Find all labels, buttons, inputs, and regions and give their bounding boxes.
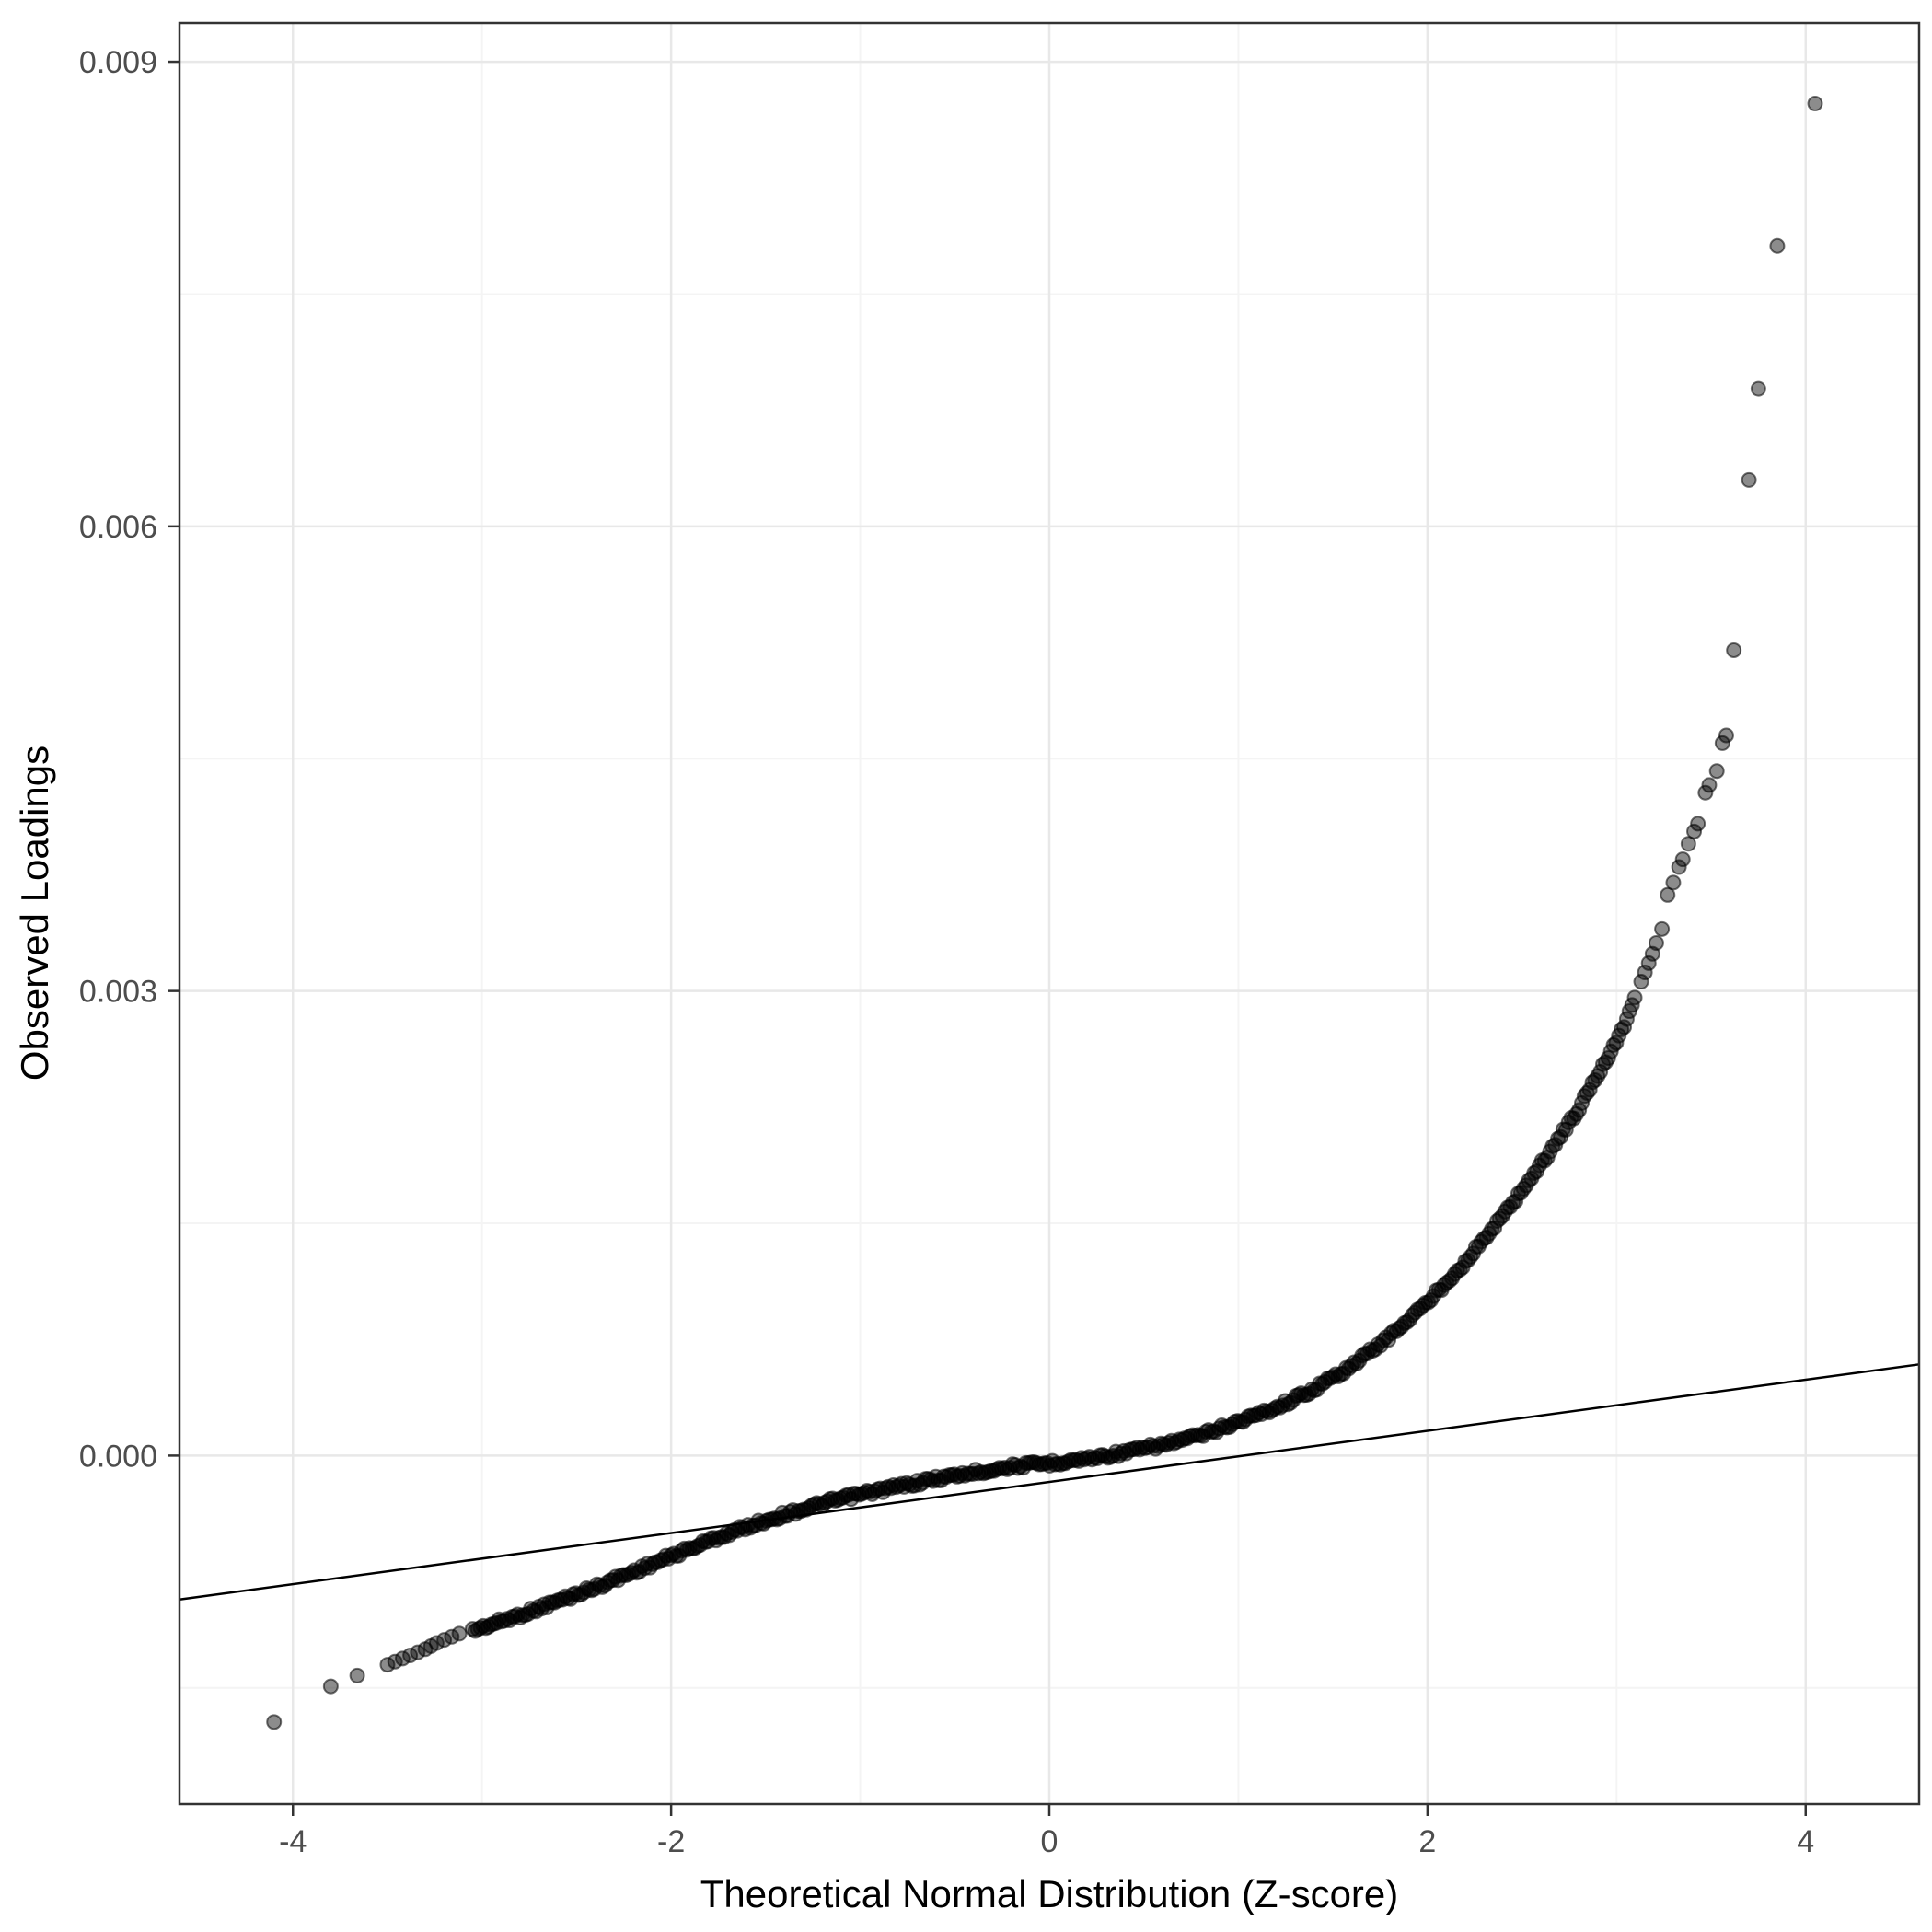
data-point-outlier [1741, 471, 1757, 488]
data-point-outlier [1637, 964, 1653, 980]
data-point-outlier [1750, 380, 1766, 397]
y-tick-label: 0.006 [79, 510, 157, 545]
y-tick-label: 0.000 [79, 1439, 157, 1474]
data-point-outlier [266, 1714, 283, 1730]
data-point-outlier [1654, 920, 1671, 937]
y-tick-label: 0.009 [79, 45, 157, 80]
data-point-outlier [451, 1625, 468, 1642]
data-point-outlier [1660, 886, 1676, 903]
data-point-outlier [1648, 934, 1664, 951]
data-point-outlier [349, 1667, 365, 1683]
x-tick-label: 4 [1797, 1824, 1814, 1859]
data-point-outlier [1807, 95, 1823, 111]
data-point-outlier [1665, 874, 1682, 891]
data-point-outlier [1708, 763, 1725, 780]
data-point-outlier [1714, 735, 1730, 751]
x-tick-label: 0 [1041, 1824, 1059, 1859]
data-point-outlier [1690, 816, 1706, 832]
data-point-outlier [1718, 727, 1734, 744]
y-axis-title: Observed Loadings [13, 746, 56, 1081]
data-point-outlier [322, 1678, 339, 1695]
y-tick-label: 0.003 [79, 975, 157, 1010]
data-point-outlier [1726, 642, 1742, 658]
x-axis-title: Theoretical Normal Distribution (Z-score… [700, 1872, 1399, 1915]
data-point-outlier [1697, 784, 1714, 801]
data-point-outlier [1769, 237, 1786, 254]
data-point-outlier [1701, 777, 1718, 793]
data-point-outlier [1686, 823, 1703, 839]
data-point-outlier [1640, 954, 1657, 971]
x-tick-label: -2 [657, 1824, 685, 1859]
qq-reference-line [179, 1363, 1920, 1601]
x-tick-label: -4 [279, 1824, 307, 1859]
plot-panel: -4 -2 0 2 4 0.000 0.003 0.006 0.009 [79, 21, 1921, 1859]
data-point-outlier [1671, 859, 1687, 875]
x-tick-label: 2 [1418, 1824, 1436, 1859]
data-point-outlier [1674, 851, 1691, 868]
data-point [1626, 989, 1643, 1006]
data-point-outlier [1633, 974, 1649, 990]
data-point-outlier [1680, 836, 1696, 852]
